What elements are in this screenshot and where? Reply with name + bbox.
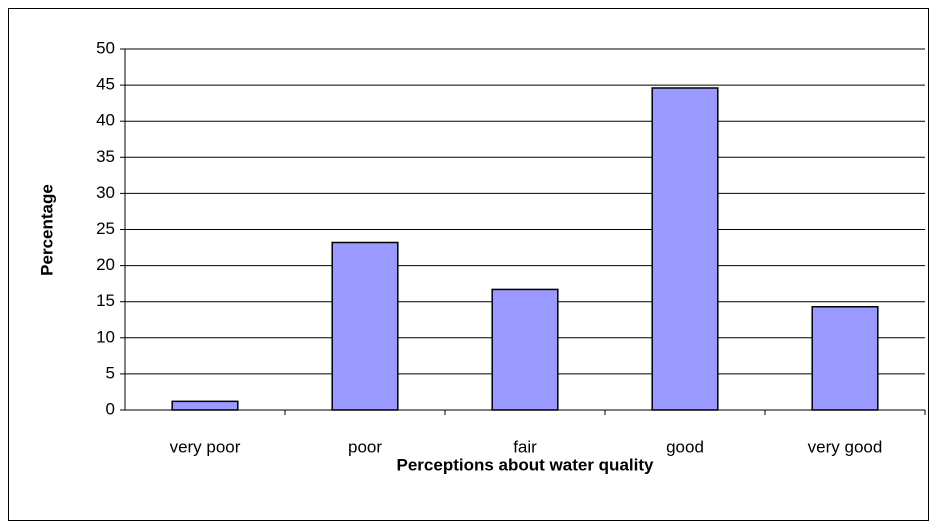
bar [811, 306, 879, 411]
bar [331, 241, 399, 411]
y-tick-label: 15 [96, 291, 115, 310]
x-tick-label: poor [348, 437, 382, 456]
bar [491, 288, 559, 411]
y-tick-label: 40 [96, 111, 115, 130]
y-tick-label: 0 [106, 399, 115, 418]
bar [171, 400, 239, 411]
chart-frame [8, 8, 929, 521]
y-tick-label: 20 [96, 255, 115, 274]
x-tick-label: good [666, 437, 704, 456]
y-tick-label: 45 [96, 75, 115, 94]
y-tick-label: 50 [96, 38, 115, 57]
x-tick-label: very good [808, 437, 883, 456]
bar [651, 87, 719, 411]
x-tick-label: fair [513, 437, 537, 456]
y-tick-label: 25 [96, 219, 115, 238]
y-tick-label: 35 [96, 147, 115, 166]
x-axis-title: Perceptions about water quality [397, 455, 654, 474]
y-tick-label: 5 [106, 363, 115, 382]
y-axis-title: Percentage [37, 184, 56, 276]
y-tick-label: 30 [96, 183, 115, 202]
y-tick-label: 10 [96, 327, 115, 346]
x-tick-label: very poor [170, 437, 241, 456]
